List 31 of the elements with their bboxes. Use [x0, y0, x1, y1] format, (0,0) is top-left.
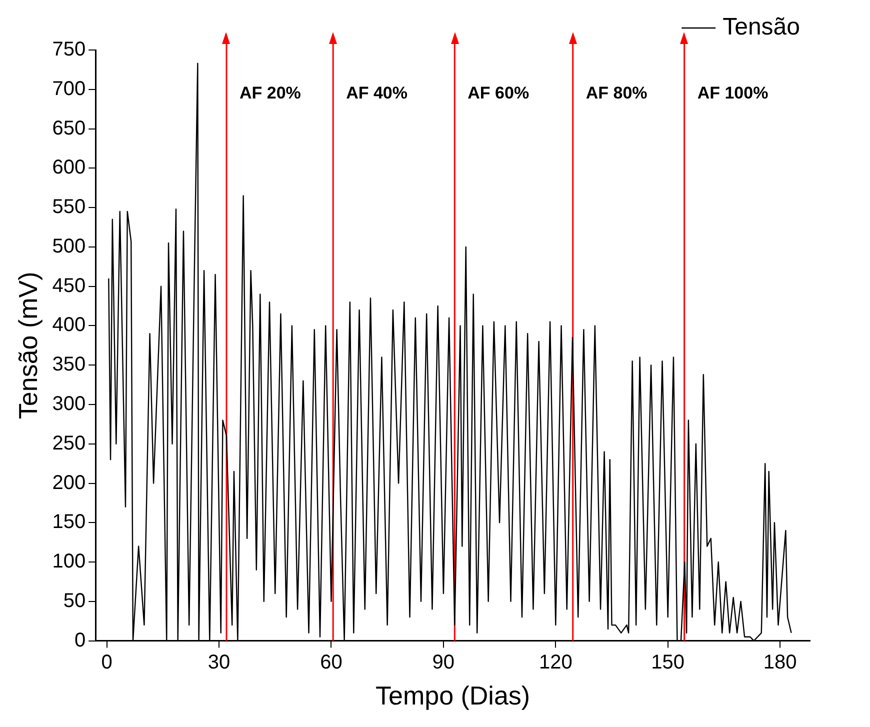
x-tick-label: 120 — [538, 651, 572, 674]
ref-line-label: AF 100% — [697, 84, 768, 103]
x-tick-label: 180 — [763, 651, 797, 674]
y-tick-label: 50 — [63, 590, 86, 612]
x-axis-title: Tempo (Dias) — [375, 680, 530, 711]
ref-line-label: AF 80% — [586, 84, 648, 103]
y-tick-label: 100 — [52, 550, 86, 573]
y-tick-label: 500 — [52, 235, 86, 258]
y-tick-label: 400 — [52, 314, 86, 336]
ref-line-label: AF 20% — [239, 84, 301, 103]
x-tick-label: 60 — [320, 651, 342, 674]
y-tick-label: 200 — [52, 472, 86, 494]
x-tick-label: 90 — [432, 651, 455, 674]
y-tick-label: 150 — [52, 511, 86, 534]
y-tick-label: 250 — [52, 432, 86, 454]
y-axis-title: Tensão (mV) — [12, 272, 43, 420]
y-tick-label: 550 — [52, 196, 86, 218]
legend-label: Tensão — [722, 14, 800, 41]
y-tick-label: 600 — [52, 156, 86, 179]
y-tick-label: 450 — [52, 274, 86, 297]
y-tick-label: 300 — [52, 392, 86, 415]
x-tick-label: 30 — [208, 651, 230, 674]
x-tick-label: 0 — [101, 651, 112, 674]
y-tick-label: 650 — [52, 117, 86, 140]
ref-line-label: AF 40% — [346, 84, 408, 103]
ref-line-label: AF 60% — [468, 84, 530, 103]
y-tick-label: 750 — [52, 38, 86, 61]
y-tick-label: 350 — [52, 354, 86, 376]
y-tick-label: 0 — [74, 629, 86, 652]
y-tick-label: 700 — [52, 78, 86, 100]
x-tick-label: 150 — [651, 651, 685, 674]
